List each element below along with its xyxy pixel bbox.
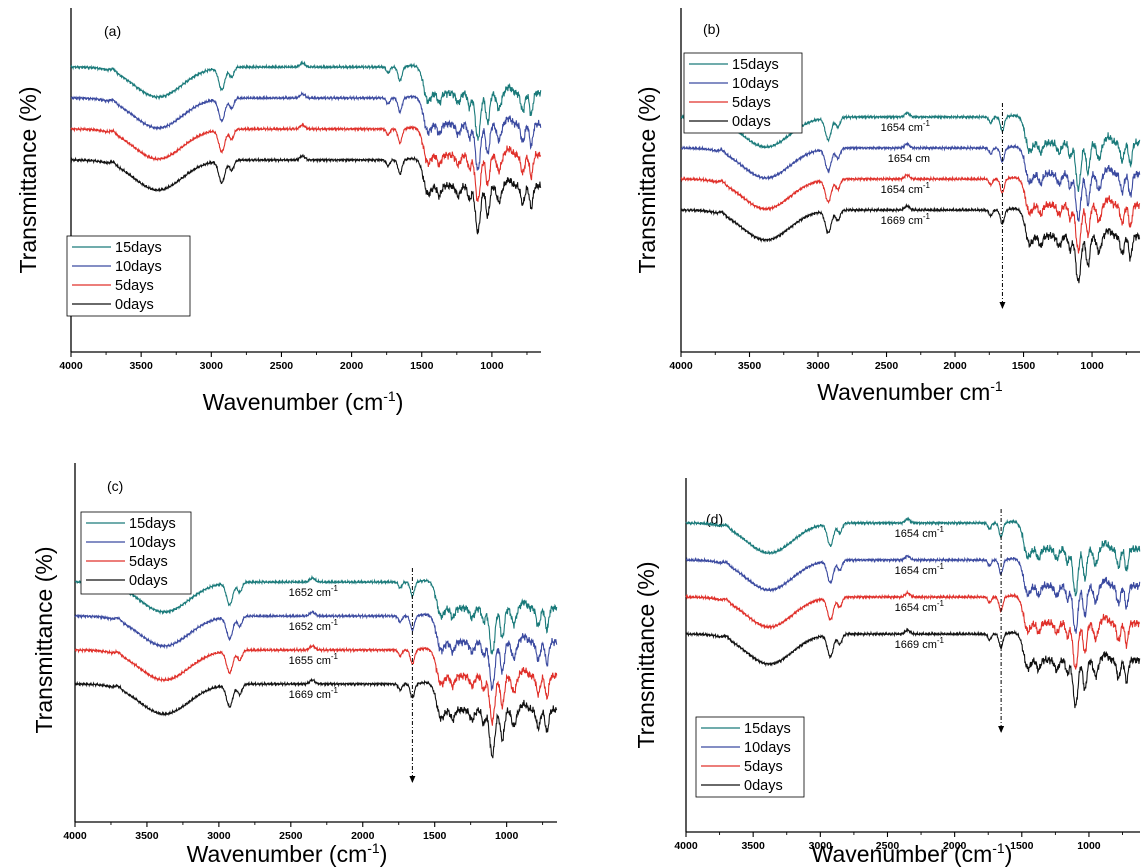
x-tick-label: 1500 bbox=[1010, 840, 1034, 852]
series-line-0days bbox=[685, 627, 1141, 709]
legend-label-5days: 5days bbox=[115, 278, 154, 294]
legend-label-5days: 5days bbox=[744, 759, 783, 775]
x-tick-label: 1000 bbox=[1077, 840, 1101, 852]
series-line-5days bbox=[685, 589, 1141, 670]
legend-label-0days: 0days bbox=[744, 778, 783, 794]
panel-label: (a) bbox=[104, 23, 121, 39]
series-line-5days bbox=[74, 643, 558, 726]
x-tick-label: 1000 bbox=[495, 830, 519, 842]
x-tick-label: 2000 bbox=[351, 830, 375, 842]
legend-label-15days: 15days bbox=[732, 57, 779, 73]
series-line-15days bbox=[685, 516, 1141, 597]
x-tick-label: 3500 bbox=[738, 360, 762, 372]
x-tick-label: 1500 bbox=[1012, 360, 1036, 372]
x-tick-label: 2500 bbox=[279, 830, 303, 842]
x-tick-label: 3000 bbox=[806, 360, 830, 372]
peak-annotation: 1669 cm-1 bbox=[895, 636, 945, 651]
x-tick-label: 1500 bbox=[410, 360, 434, 372]
series-line-5days bbox=[70, 122, 542, 202]
legend-label-15days: 15days bbox=[115, 240, 162, 256]
chart-panel-1: 4000 3500 3000 2500 2000 1500 1000 Transmittanc… bbox=[15, 8, 542, 415]
legend-box bbox=[66, 235, 191, 317]
legend-label-10days: 10days bbox=[115, 259, 162, 275]
x-tick-label: 3000 bbox=[207, 830, 231, 842]
x-tick-label: 2000 bbox=[943, 840, 967, 852]
legend: 15days 10days 5days 0days bbox=[80, 511, 192, 595]
x-tick-label: 3000 bbox=[809, 840, 833, 852]
peak-annotation: 1654 cm-1 bbox=[895, 599, 945, 614]
peak-annotation: 1654 cm-1 bbox=[895, 562, 945, 577]
x-axis-title: Wavenumber cm-1 bbox=[817, 378, 1003, 405]
series-line-0days bbox=[70, 153, 542, 235]
panel-label: (c) bbox=[107, 478, 123, 494]
series-line-10days bbox=[70, 90, 542, 171]
peak-annotation: 1652 cm-1 bbox=[289, 618, 339, 633]
series-line-0days bbox=[680, 202, 1141, 284]
x-tick-label: 4000 bbox=[63, 830, 87, 842]
series-line-10days bbox=[74, 610, 558, 691]
legend: 15days 10days 5days 0days bbox=[695, 716, 805, 798]
chart-panel-3: 4000 3500 3000 2500 2000 1500 1000 Transmittanc… bbox=[31, 463, 558, 867]
x-tick-label: 2500 bbox=[876, 840, 900, 852]
legend-label-5days: 5days bbox=[129, 554, 168, 570]
legend-label-5days: 5days bbox=[732, 95, 771, 111]
chart-panel-4: 4000 3500 3000 2500 2000 1500 1000 Transmittanc… bbox=[633, 478, 1141, 867]
legend: 15days 10days 5days 0days bbox=[683, 52, 803, 134]
y-axis-title: Transmittance (%) bbox=[634, 86, 660, 273]
peak-marker-arrow bbox=[409, 776, 416, 783]
legend-label-10days: 10days bbox=[732, 76, 779, 92]
legend-label-15days: 15days bbox=[744, 721, 791, 737]
legend-box bbox=[683, 52, 803, 134]
series-line-10days bbox=[680, 141, 1141, 222]
peak-marker-arrow bbox=[998, 726, 1005, 733]
peak-annotation: 1654 cm-1 bbox=[881, 181, 931, 196]
series-line-5days bbox=[680, 173, 1141, 254]
legend-label-0days: 0days bbox=[129, 573, 168, 589]
series-line-15days bbox=[74, 574, 558, 655]
x-tick-label: 3500 bbox=[135, 830, 159, 842]
series-line-0days bbox=[74, 677, 558, 759]
chart-panel-2: 4000 3500 3000 2500 2000 1500 1000 Transmittanc… bbox=[634, 8, 1141, 405]
peak-annotation: 1652 cm-1 bbox=[289, 584, 339, 599]
y-axis-title: Transmittance (%) bbox=[15, 86, 41, 273]
x-tick-label: 3500 bbox=[741, 840, 765, 852]
x-axis-title: Wavenumber (cm-1) bbox=[812, 840, 1013, 867]
legend-label-0days: 0days bbox=[115, 297, 154, 313]
series-line-15days bbox=[70, 59, 542, 141]
legend-label-10days: 10days bbox=[744, 740, 791, 756]
x-tick-label: 4000 bbox=[669, 360, 693, 372]
legend-label-10days: 10days bbox=[129, 535, 176, 551]
series-line-15days bbox=[680, 111, 1141, 192]
x-axis-title: Wavenumber (cm-1) bbox=[187, 840, 388, 867]
peak-annotation: 1669 cm-1 bbox=[881, 212, 931, 227]
x-tick-label: 2500 bbox=[270, 360, 294, 372]
peak-marker-arrow bbox=[999, 302, 1006, 309]
x-tick-label: 2000 bbox=[340, 360, 364, 372]
peak-annotation: 1655 cm-1 bbox=[289, 652, 339, 667]
peak-annotation: 1654 cm-1 bbox=[895, 525, 945, 540]
series-line-10days bbox=[685, 554, 1141, 634]
legend-box bbox=[695, 716, 805, 798]
legend: 15days 10days 5days 0days bbox=[66, 235, 191, 317]
peak-annotation: 1654 cm-1 bbox=[881, 119, 931, 134]
y-axis-title: Transmittance (%) bbox=[633, 561, 659, 748]
x-tick-label: 4000 bbox=[59, 360, 83, 372]
x-axis-title: Wavenumber (cm-1) bbox=[203, 388, 404, 415]
y-axis-title: Transmittance (%) bbox=[31, 546, 57, 733]
x-tick-label: 2500 bbox=[875, 360, 899, 372]
x-tick-label: 2000 bbox=[943, 360, 967, 372]
x-tick-label: 1000 bbox=[1080, 360, 1104, 372]
legend-label-15days: 15days bbox=[129, 516, 176, 532]
peak-annotation: 1669 cm-1 bbox=[289, 686, 339, 701]
legend-label-0days: 0days bbox=[732, 114, 771, 130]
peak-annotation: 1654 cm bbox=[888, 153, 930, 165]
x-tick-label: 3000 bbox=[200, 360, 224, 372]
x-tick-label: 4000 bbox=[674, 840, 698, 852]
x-tick-label: 3500 bbox=[129, 360, 153, 372]
panel-label: (b) bbox=[703, 21, 720, 37]
x-tick-label: 1000 bbox=[480, 360, 504, 372]
x-tick-label: 1500 bbox=[423, 830, 447, 842]
